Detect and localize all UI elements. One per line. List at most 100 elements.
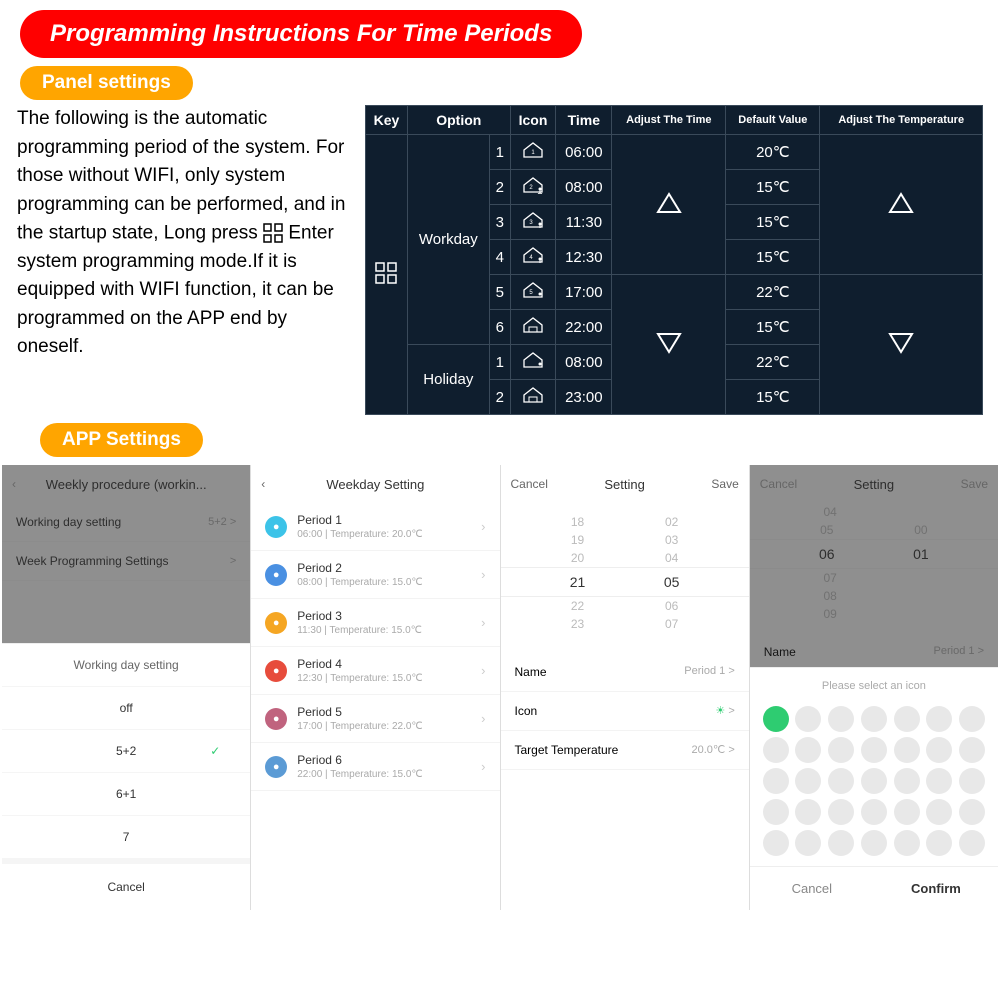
chevron-right-icon: › bbox=[481, 663, 485, 678]
time-cell: 17:00 bbox=[556, 275, 612, 310]
period-title: Period 6 bbox=[297, 753, 471, 767]
icon-option[interactable] bbox=[894, 768, 920, 794]
icon-option[interactable] bbox=[828, 706, 854, 732]
save-button[interactable]: Save bbox=[711, 477, 738, 491]
panel-settings-label: Panel settings bbox=[20, 66, 193, 100]
temp-down-arrow[interactable] bbox=[820, 275, 983, 415]
icon-option[interactable] bbox=[828, 799, 854, 825]
period-title: Period 3 bbox=[297, 609, 471, 623]
row-num: 2 bbox=[489, 170, 510, 205]
icon-option[interactable] bbox=[828, 830, 854, 856]
row-num: 3 bbox=[489, 205, 510, 240]
icon-option[interactable] bbox=[959, 799, 985, 825]
th-adjust-time: Adjust The Time bbox=[612, 106, 726, 135]
sheet-opt-7[interactable]: 7 bbox=[2, 815, 250, 858]
period-item[interactable]: ●Period 412:30 | Temperature: 15.0℃› bbox=[251, 647, 499, 695]
icon-option[interactable] bbox=[926, 737, 952, 763]
period-item[interactable]: ●Period 517:00 | Temperature: 22.0℃› bbox=[251, 695, 499, 743]
icon-option[interactable] bbox=[763, 799, 789, 825]
field-icon[interactable]: Icon☀ > bbox=[501, 692, 749, 731]
house-icon bbox=[510, 345, 556, 380]
back-icon[interactable]: ‹ bbox=[12, 477, 16, 491]
period-sub: 06:00 | Temperature: 20.0℃ bbox=[297, 529, 471, 540]
icon-option[interactable] bbox=[763, 706, 789, 732]
phone2-title: Weekday Setting bbox=[251, 477, 499, 492]
icon-option[interactable] bbox=[763, 768, 789, 794]
icon-option[interactable] bbox=[894, 830, 920, 856]
app-settings-label: APP Settings bbox=[40, 423, 203, 457]
icon-option[interactable] bbox=[894, 799, 920, 825]
chevron-right-icon: › bbox=[481, 567, 485, 582]
icon-confirm-button[interactable]: Confirm bbox=[874, 867, 998, 910]
icon-option[interactable] bbox=[861, 706, 887, 732]
programming-table: Key Option Icon Time Adjust The Time Def… bbox=[365, 105, 983, 415]
cancel-button[interactable]: Cancel bbox=[760, 477, 797, 491]
time-cell: 23:00 bbox=[556, 380, 612, 415]
icon-option[interactable] bbox=[959, 706, 985, 732]
period-item[interactable]: ●Period 622:00 | Temperature: 15.0℃› bbox=[251, 743, 499, 791]
icon-option[interactable] bbox=[828, 737, 854, 763]
th-key: Key bbox=[366, 106, 408, 135]
holiday-label: Holiday bbox=[407, 345, 489, 415]
temp-cell: 15℃ bbox=[726, 380, 820, 415]
cancel-button[interactable]: Cancel bbox=[511, 477, 548, 491]
sheet-opt-off[interactable]: off bbox=[2, 686, 250, 729]
icon-option[interactable] bbox=[795, 830, 821, 856]
time-up-arrow[interactable] bbox=[612, 135, 726, 275]
temp-up-arrow[interactable] bbox=[820, 135, 983, 275]
house-icon: 5 bbox=[510, 275, 556, 310]
time-picker[interactable]: 180219032004210522062307 bbox=[501, 513, 749, 633]
temp-cell: 15℃ bbox=[726, 205, 820, 240]
icon-option[interactable] bbox=[894, 737, 920, 763]
time-down-arrow[interactable] bbox=[612, 275, 726, 415]
icon-option[interactable] bbox=[926, 706, 952, 732]
icon-sheet-title: Please select an icon bbox=[750, 668, 998, 696]
icon-option[interactable] bbox=[894, 706, 920, 732]
icon-option[interactable] bbox=[926, 799, 952, 825]
icon-option[interactable] bbox=[959, 768, 985, 794]
period-icon: ● bbox=[265, 660, 287, 682]
field-target-temp[interactable]: Target Temperature20.0℃ > bbox=[501, 731, 749, 770]
save-button[interactable]: Save bbox=[961, 477, 988, 491]
sheet-cancel[interactable]: Cancel bbox=[2, 858, 250, 910]
period-item[interactable]: ●Period 311:30 | Temperature: 15.0℃› bbox=[251, 599, 499, 647]
icon-option[interactable] bbox=[959, 830, 985, 856]
row-num: 6 bbox=[489, 310, 510, 345]
svg-text:2: 2 bbox=[529, 185, 533, 191]
icon-option[interactable] bbox=[861, 830, 887, 856]
back-icon[interactable]: ‹ bbox=[261, 477, 265, 491]
period-sub: 17:00 | Temperature: 22.0℃ bbox=[297, 721, 471, 732]
icon-option[interactable] bbox=[795, 768, 821, 794]
icon-option[interactable] bbox=[861, 768, 887, 794]
icon-option[interactable] bbox=[828, 768, 854, 794]
th-icon: Icon bbox=[510, 106, 556, 135]
time-cell: 06:00 bbox=[556, 135, 612, 170]
house-icon: 2 bbox=[510, 170, 556, 205]
period-item[interactable]: ●Period 106:00 | Temperature: 20.0℃› bbox=[251, 503, 499, 551]
phone-weekday-setting: ‹Weekday Setting ●Period 106:00 | Temper… bbox=[250, 465, 499, 910]
period-title: Period 4 bbox=[297, 657, 471, 671]
th-adjust-temp: Adjust The Temperature bbox=[820, 106, 983, 135]
icon-option[interactable] bbox=[861, 737, 887, 763]
icon-option[interactable] bbox=[959, 737, 985, 763]
icon-cancel-button[interactable]: Cancel bbox=[750, 867, 874, 910]
temp-cell: 15℃ bbox=[726, 240, 820, 275]
icon-option[interactable] bbox=[763, 737, 789, 763]
th-option: Option bbox=[407, 106, 510, 135]
time-cell: 12:30 bbox=[556, 240, 612, 275]
row-num: 1 bbox=[489, 135, 510, 170]
sheet-opt-6-1[interactable]: 6+1 bbox=[2, 772, 250, 815]
icon-option[interactable] bbox=[795, 799, 821, 825]
svg-text:5: 5 bbox=[529, 290, 533, 296]
icon-option[interactable] bbox=[926, 830, 952, 856]
period-item[interactable]: ●Period 208:00 | Temperature: 15.0℃› bbox=[251, 551, 499, 599]
icon-option[interactable] bbox=[763, 830, 789, 856]
icon-option[interactable] bbox=[795, 706, 821, 732]
icon-option[interactable] bbox=[795, 737, 821, 763]
temp-cell: 22℃ bbox=[726, 345, 820, 380]
field-name[interactable]: NamePeriod 1 > bbox=[501, 653, 749, 692]
icon-option[interactable] bbox=[926, 768, 952, 794]
sheet-opt-5-2[interactable]: 5+2 bbox=[2, 729, 250, 772]
icon-option[interactable] bbox=[861, 799, 887, 825]
th-default-value: Default Value bbox=[726, 106, 820, 135]
